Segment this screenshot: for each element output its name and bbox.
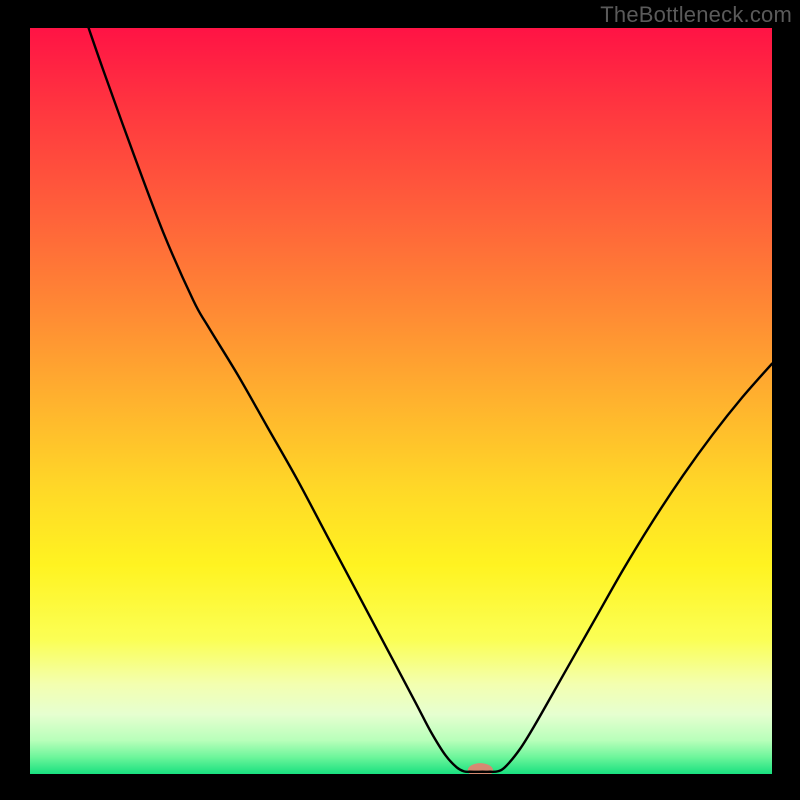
chart-frame: TheBottleneck.com: [0, 0, 800, 800]
plot-area: [30, 28, 772, 774]
chart-background: [30, 28, 772, 774]
chart-svg: [30, 28, 772, 774]
attribution-text: TheBottleneck.com: [600, 2, 792, 28]
